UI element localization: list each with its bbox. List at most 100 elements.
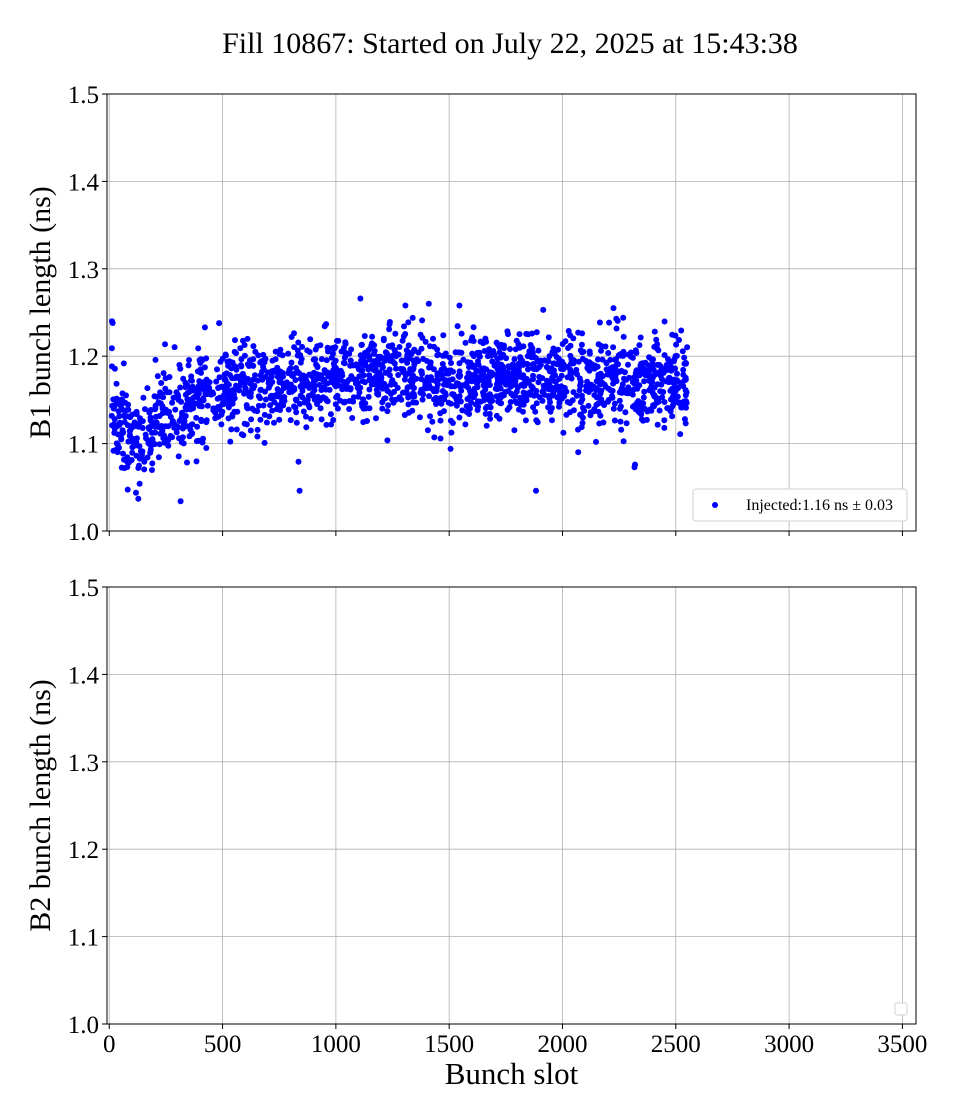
data-point (651, 328, 658, 335)
data-point (162, 385, 169, 392)
data-point (227, 438, 234, 445)
data-point (609, 394, 616, 401)
x-tick-label: 500 (204, 1031, 242, 1058)
data-point (595, 341, 602, 348)
data-point (212, 415, 219, 422)
data-point (257, 416, 264, 423)
data-point (229, 394, 236, 401)
data-point (644, 408, 651, 415)
data-point (484, 353, 491, 360)
data-point (213, 378, 220, 385)
data-point (193, 458, 200, 465)
data-point (504, 328, 511, 335)
data-point (292, 377, 299, 383)
data-point (471, 362, 478, 369)
data-point (587, 412, 594, 419)
data-point (550, 345, 557, 352)
data-point (170, 394, 177, 401)
data-point (674, 370, 680, 377)
data-point (384, 408, 391, 415)
data-point (293, 419, 300, 426)
data-point (221, 376, 228, 383)
data-point (465, 374, 471, 381)
data-point (529, 384, 536, 391)
data-point (139, 425, 146, 431)
data-point (640, 394, 647, 401)
data-point (180, 440, 187, 447)
data-point (545, 334, 552, 341)
data-point (398, 396, 405, 403)
data-point (293, 365, 299, 371)
data-point (376, 383, 383, 390)
data-point (361, 362, 368, 368)
data-point (141, 456, 148, 463)
data-point (157, 389, 164, 396)
data-point (539, 375, 546, 382)
data-point (489, 370, 496, 377)
data-point (311, 382, 318, 389)
legend-marker (712, 502, 718, 508)
data-point (216, 320, 223, 327)
x-tick-label: 0 (103, 1031, 116, 1058)
data-point (254, 426, 261, 433)
data-point (358, 341, 365, 348)
data-point (120, 412, 127, 419)
data-point (162, 341, 168, 348)
data-point (635, 367, 642, 374)
data-point (285, 350, 292, 357)
data-point (628, 349, 634, 356)
data-point (609, 364, 616, 371)
data-point (257, 372, 264, 379)
data-point (124, 459, 131, 466)
data-point (632, 461, 638, 468)
data-point (300, 408, 307, 415)
data-point (611, 400, 618, 407)
x-tick-label: 3500 (877, 1031, 927, 1058)
data-point (334, 337, 340, 344)
data-point (460, 356, 467, 363)
data-point (520, 343, 527, 350)
data-point (527, 342, 534, 348)
data-point (511, 380, 517, 387)
data-point (321, 323, 328, 330)
data-point (303, 424, 310, 431)
data-point (402, 331, 409, 337)
data-point (228, 426, 235, 433)
data-point (422, 338, 429, 345)
x-tick-label: 1000 (311, 1031, 361, 1058)
data-point (259, 376, 266, 383)
data-point (434, 352, 441, 359)
data-point (359, 378, 366, 385)
data-point (254, 377, 261, 384)
data-point (255, 393, 262, 400)
data-point (656, 407, 663, 414)
data-point (237, 345, 244, 352)
data-point (269, 407, 276, 414)
data-point (172, 406, 179, 413)
data-point (242, 384, 249, 391)
data-point (365, 393, 372, 400)
data-point (133, 411, 140, 418)
data-point (316, 382, 323, 388)
data-point (641, 378, 648, 385)
data-point (190, 405, 197, 412)
data-point (567, 400, 573, 407)
data-point (477, 338, 484, 345)
data-point (177, 384, 184, 391)
data-point (216, 394, 223, 401)
data-point (280, 402, 287, 409)
data-point (128, 423, 135, 430)
data-point (181, 418, 188, 425)
data-point (173, 429, 180, 436)
data-point (418, 386, 425, 393)
data-point (575, 426, 581, 433)
data-point (347, 357, 354, 364)
data-point (669, 358, 676, 365)
axes-frame (106, 93, 917, 532)
data-point (303, 378, 310, 385)
data-point (427, 362, 434, 369)
data-point (437, 417, 444, 424)
data-point (221, 371, 228, 378)
data-point (164, 409, 171, 416)
x-axis-label: Bunch slot (445, 1056, 579, 1091)
